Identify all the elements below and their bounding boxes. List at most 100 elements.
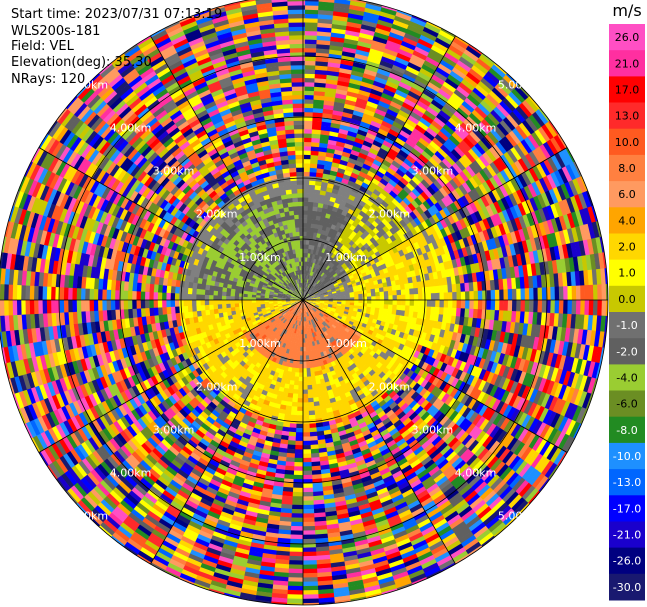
radar-bin — [348, 240, 355, 247]
radar-bin — [485, 204, 495, 218]
radar-bin — [492, 461, 506, 476]
radar-bin — [517, 482, 533, 499]
radar-bin — [506, 232, 514, 247]
radar-bin — [471, 64, 488, 79]
radar-bin — [423, 163, 434, 175]
radar-bin — [591, 362, 600, 381]
radar-bin — [330, 286, 336, 290]
radar-bin — [317, 270, 322, 275]
radar-bin — [506, 310, 513, 324]
radar-bin — [417, 452, 430, 464]
radar-bin — [450, 457, 464, 470]
radar-bin — [512, 108, 527, 125]
radar-bin — [442, 184, 453, 196]
radar-bin — [371, 39, 388, 49]
radar-bin — [326, 309, 332, 313]
radar-bin — [369, 310, 375, 316]
radar-bin — [533, 376, 543, 392]
radar-bin — [591, 237, 599, 256]
radar-bin — [309, 305, 313, 310]
radar-bin — [352, 110, 366, 118]
radar-bin — [524, 335, 531, 350]
radar-bin — [332, 15, 350, 22]
radar-bin — [352, 322, 358, 328]
radar-bin — [449, 387, 459, 399]
radar-bin — [437, 147, 450, 160]
radar-bin — [452, 442, 466, 456]
radar-bin — [449, 251, 457, 262]
radar-bin — [527, 134, 541, 151]
radar-bin — [349, 300, 355, 304]
radar-bin — [574, 358, 584, 377]
radar-bin — [330, 269, 336, 275]
radar-bin — [330, 253, 337, 259]
radar-bin — [492, 340, 500, 354]
radar-bin — [435, 412, 446, 424]
radar-bin — [421, 229, 430, 239]
radar-bin — [392, 300, 398, 306]
radar-bin — [503, 491, 519, 507]
radar-bin — [402, 240, 411, 249]
radar-bin — [422, 442, 435, 454]
radar-bin — [405, 65, 421, 77]
radar-bin — [587, 222, 597, 241]
radar-bin — [447, 454, 461, 467]
radar-bin — [388, 295, 393, 301]
radar-bin — [590, 346, 599, 365]
radar-bin — [502, 116, 517, 133]
radar-bin — [436, 270, 443, 280]
radar-bin — [315, 295, 320, 298]
radar-bin — [403, 316, 409, 323]
radar-bin — [478, 231, 487, 244]
radar-bin — [338, 311, 344, 316]
radar-bin — [436, 458, 449, 471]
radar-bin — [478, 418, 490, 432]
radar-bin — [449, 268, 456, 278]
radar-bin — [446, 471, 461, 484]
radar-bin — [496, 341, 504, 355]
radar-bin — [550, 286, 556, 302]
radar-bin — [549, 447, 563, 465]
radar-bin — [521, 200, 532, 216]
radar-bin — [384, 155, 395, 165]
radar-bin — [357, 290, 363, 295]
radar-bin — [458, 156, 471, 170]
radar-bin — [482, 453, 496, 468]
radar-bin — [452, 291, 457, 302]
radar-bin — [519, 187, 531, 203]
radar-bin — [307, 279, 310, 284]
radar-bin — [347, 272, 353, 278]
radar-bin — [308, 184, 316, 190]
radar-bin — [525, 373, 535, 389]
radar-bin — [314, 283, 319, 288]
radar-bin — [428, 420, 440, 431]
radar-bin — [520, 139, 534, 156]
radar-bin — [416, 408, 427, 419]
radar-bin — [575, 285, 581, 302]
radar-bin — [405, 28, 424, 40]
radar-bin — [339, 124, 351, 132]
radar-bin — [593, 330, 601, 349]
radar-bin — [488, 425, 501, 440]
radar-bin — [466, 214, 476, 227]
radar-bin — [545, 411, 557, 428]
radar-bin — [301, 560, 317, 565]
radar-bin — [332, 280, 338, 285]
radar-bin — [450, 348, 458, 360]
radar-bin — [549, 339, 557, 356]
radar-bin — [538, 235, 546, 252]
radar-bin — [430, 204, 440, 215]
radar-bin — [538, 364, 547, 380]
radar-bin — [308, 306, 313, 310]
radar-bin — [313, 267, 318, 273]
radar-bin — [303, 239, 307, 245]
radar-bin — [416, 376, 425, 387]
radar-bin — [320, 266, 325, 272]
radar-bin — [523, 448, 536, 465]
radar-bin — [384, 272, 391, 279]
radar-bin — [326, 255, 332, 261]
radar-bin — [426, 106, 440, 118]
radar-bin — [433, 313, 440, 323]
radar-bin — [489, 309, 496, 322]
radar-bin — [294, 432, 303, 437]
